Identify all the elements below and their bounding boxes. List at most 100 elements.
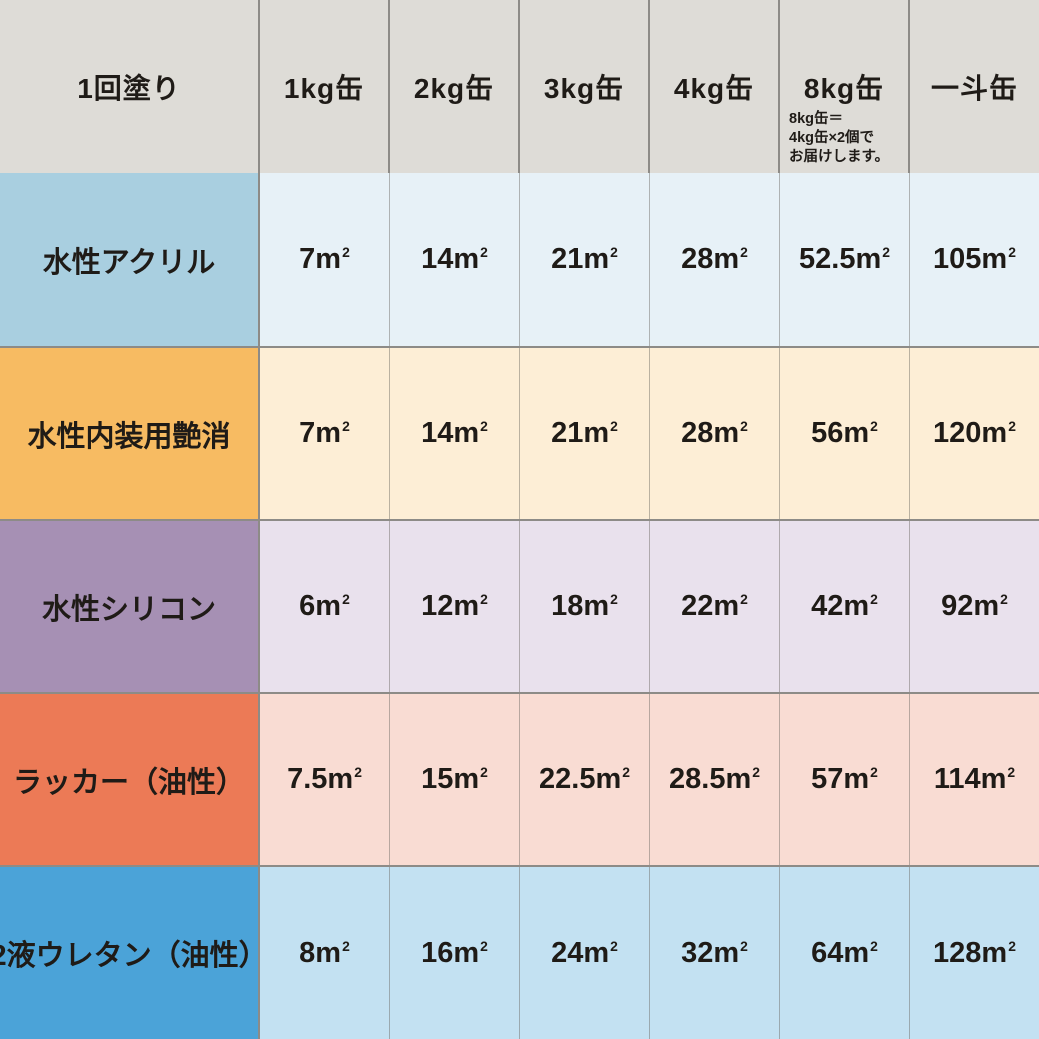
column-header-8kg-label: 8kg缶 <box>803 72 885 104</box>
square-meter-unit: m2 <box>583 417 618 449</box>
column-header-1kg: 1kg缶 <box>260 0 390 173</box>
coverage-value-cell: 22.5 m2 <box>520 694 650 865</box>
coverage-value-cell: 42 m2 <box>780 521 910 692</box>
paint-row: 2液ウレタン（油性） 8 m2 16 m2 24 m2 32 m2 64 m2 128 m2 <box>0 865 1039 1039</box>
square-meter-unit: m2 <box>453 936 488 969</box>
square-meter-unit: m2 <box>713 936 748 969</box>
coverage-value: 92 <box>941 590 974 622</box>
square-meter-unit: m2 <box>843 417 878 449</box>
coverage-value-cell: 8 m2 <box>260 867 390 1039</box>
coverage-value: 21 <box>551 417 584 449</box>
coverage-value: 7 <box>299 243 316 275</box>
coverage-value-cell: 92 m2 <box>910 521 1039 692</box>
coverage-value-cell: 7.5 m2 <box>260 694 390 865</box>
square-meter-unit: m2 <box>315 590 350 622</box>
coverage-value: 14 <box>421 417 454 449</box>
square-meter-unit: m2 <box>595 763 630 795</box>
coverage-value-cell: 14 m2 <box>390 173 520 346</box>
column-header-4kg: 4kg缶 <box>650 0 780 173</box>
coverage-value: 56 <box>811 417 844 449</box>
header-coat-count: 1回塗り <box>0 0 260 173</box>
coverage-value-cell: 32 m2 <box>650 867 780 1039</box>
paint-row: 水性アクリル 7 m2 14 m2 21 m2 28 m2 52.5 m2 105 m2 <box>0 173 1039 346</box>
coverage-value: 18 <box>551 590 584 622</box>
coverage-value-cell: 15 m2 <box>390 694 520 865</box>
coverage-value-cell: 24 m2 <box>520 867 650 1039</box>
coverage-value-cell: 52.5 m2 <box>780 173 910 346</box>
coverage-value: 22 <box>681 590 714 622</box>
note-line: 8kg缶＝ <box>789 111 843 128</box>
square-meter-unit: m2 <box>713 417 748 449</box>
coverage-value-cell: 12 m2 <box>390 521 520 692</box>
coverage-value-cell: 114 m2 <box>910 694 1039 865</box>
square-meter-unit: m2 <box>583 243 618 275</box>
coverage-value: 21 <box>551 243 584 275</box>
coverage-value: 6 <box>299 590 316 622</box>
coverage-value-cell: 64 m2 <box>780 867 910 1039</box>
square-meter-unit: m2 <box>315 243 350 275</box>
coverage-value: 28.5 <box>669 763 726 795</box>
paint-type-label: ラッカー（油性） <box>0 694 260 865</box>
coverage-value: 7.5 <box>287 763 328 795</box>
square-meter-unit: m2 <box>725 763 760 795</box>
coverage-value: 16 <box>421 936 454 969</box>
coverage-value-cell: 14 m2 <box>390 348 520 519</box>
square-meter-unit: m2 <box>453 417 488 449</box>
square-meter-unit: m2 <box>315 417 350 449</box>
coverage-value-cell: 57 m2 <box>780 694 910 865</box>
square-meter-unit: m2 <box>315 936 350 969</box>
paint-row: 水性シリコン 6 m2 12 m2 18 m2 22 m2 42 m2 92 m2 <box>0 519 1039 692</box>
coverage-value-cell: 7 m2 <box>260 348 390 519</box>
coverage-value-cell: 21 m2 <box>520 173 650 346</box>
coverage-value: 15 <box>421 763 454 795</box>
coverage-value-cell: 28 m2 <box>650 173 780 346</box>
square-meter-unit: m2 <box>453 763 488 795</box>
coverage-value-cell: 28.5 m2 <box>650 694 780 865</box>
square-meter-unit: m2 <box>583 590 618 622</box>
coverage-value-cell: 21 m2 <box>520 348 650 519</box>
square-meter-unit: m2 <box>973 590 1008 622</box>
square-meter-unit: m2 <box>327 763 362 795</box>
coverage-value: 8 <box>299 936 316 969</box>
table-header-row: 1回塗り 1kg缶 2kg缶 3kg缶 4kg缶 8kg缶 8kg缶＝ 4kg缶… <box>0 0 1039 173</box>
coverage-value-cell: 6 m2 <box>260 521 390 692</box>
coverage-value: 28 <box>681 417 714 449</box>
column-header-2kg: 2kg缶 <box>390 0 520 173</box>
paint-type-label: 水性アクリル <box>0 173 260 346</box>
coverage-value: 14 <box>421 243 454 275</box>
square-meter-unit: m2 <box>843 590 878 622</box>
coverage-value: 64 <box>811 936 844 969</box>
paint-row: 水性内装用艶消 7 m2 14 m2 21 m2 28 m2 56 m2 120 m2 <box>0 346 1039 519</box>
coverage-value: 128 <box>933 936 982 969</box>
square-meter-unit: m2 <box>843 936 878 969</box>
coverage-value-cell: 128 m2 <box>910 867 1039 1039</box>
coverage-value-cell: 28 m2 <box>650 348 780 519</box>
coverage-value-cell: 105 m2 <box>910 173 1039 346</box>
coverage-value: 57 <box>811 763 844 795</box>
square-meter-unit: m2 <box>713 590 748 622</box>
note-line: お届けします。 <box>789 149 890 166</box>
column-header-itto: 一斗缶 <box>930 72 1018 104</box>
column-header-8kg: 8kg缶 8kg缶＝ 4kg缶×2個で お届けします。 <box>780 0 910 173</box>
coverage-value-cell: 22 m2 <box>650 521 780 692</box>
square-meter-unit: m2 <box>453 590 488 622</box>
coverage-value: 42 <box>811 590 844 622</box>
square-meter-unit: m2 <box>583 936 618 969</box>
square-meter-unit: m2 <box>981 243 1016 275</box>
square-meter-unit: m2 <box>981 417 1016 449</box>
square-meter-unit: m2 <box>843 763 878 795</box>
coverage-value: 28 <box>681 243 714 275</box>
coverage-value-cell: 56 m2 <box>780 348 910 519</box>
coverage-value: 32 <box>681 936 714 969</box>
square-meter-unit: m2 <box>713 243 748 275</box>
coverage-value-cell: 16 m2 <box>390 867 520 1039</box>
square-meter-unit: m2 <box>855 243 890 275</box>
square-meter-unit: m2 <box>981 936 1016 969</box>
coverage-value-cell: 120 m2 <box>910 348 1039 519</box>
coverage-value: 22.5 <box>539 763 596 795</box>
coverage-value: 105 <box>933 243 982 275</box>
coverage-value: 114 <box>933 763 981 795</box>
paint-row: ラッカー（油性） 7.5 m2 15 m2 22.5 m2 28.5 m2 57 m2 114 m2 <box>0 692 1039 865</box>
paint-type-label: 2液ウレタン（油性） <box>0 867 268 1039</box>
